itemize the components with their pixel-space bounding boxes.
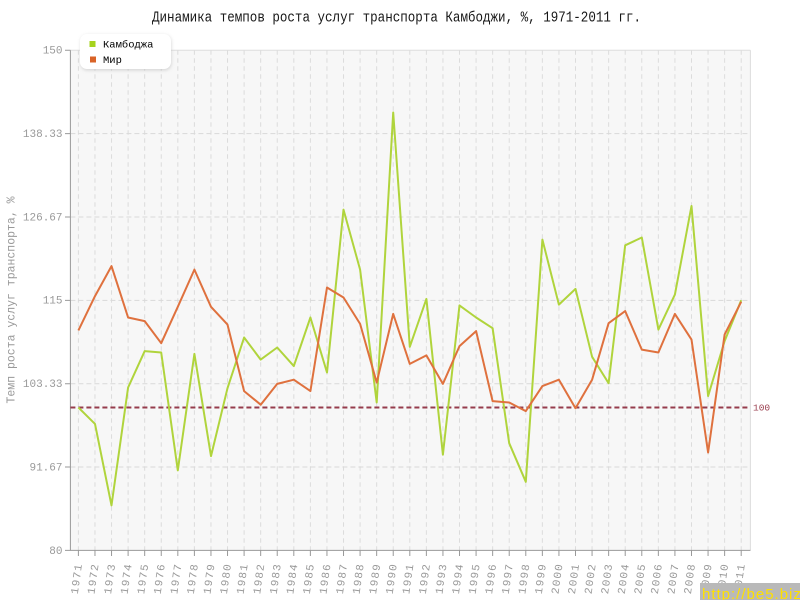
svg-text:2000: 2000 bbox=[550, 562, 566, 595]
svg-text:1987: 1987 bbox=[335, 562, 351, 595]
svg-text:1997: 1997 bbox=[501, 562, 517, 595]
svg-text:1990: 1990 bbox=[385, 562, 401, 595]
svg-text:Темп роста услуг транспорта, %: Темп роста услуг транспорта, % bbox=[6, 196, 19, 403]
svg-text:2004: 2004 bbox=[617, 562, 633, 595]
svg-text:1996: 1996 bbox=[484, 562, 500, 595]
svg-text:Мир: Мир bbox=[103, 55, 122, 67]
svg-text:1991: 1991 bbox=[401, 562, 417, 595]
svg-text:http://be5.biz/: http://be5.biz/ bbox=[702, 586, 800, 600]
svg-text:1999: 1999 bbox=[534, 562, 550, 595]
svg-text:1977: 1977 bbox=[169, 562, 185, 595]
svg-text:1993: 1993 bbox=[434, 562, 450, 595]
svg-text:Камбоджа: Камбоджа bbox=[103, 39, 153, 52]
svg-text:1973: 1973 bbox=[103, 562, 119, 595]
svg-text:115: 115 bbox=[43, 296, 63, 308]
svg-text:126.67: 126.67 bbox=[23, 212, 63, 224]
svg-text:2001: 2001 bbox=[567, 562, 583, 595]
svg-text:1976: 1976 bbox=[153, 562, 169, 595]
svg-text:1981: 1981 bbox=[236, 562, 252, 595]
svg-text:1983: 1983 bbox=[269, 562, 285, 595]
svg-text:2006: 2006 bbox=[650, 562, 666, 595]
svg-text:1988: 1988 bbox=[352, 562, 368, 595]
svg-text:1986: 1986 bbox=[318, 562, 334, 595]
svg-text:2007: 2007 bbox=[666, 562, 682, 595]
svg-text:91.67: 91.67 bbox=[29, 462, 62, 474]
svg-text:2008: 2008 bbox=[683, 562, 699, 595]
svg-text:1979: 1979 bbox=[202, 562, 218, 595]
svg-text:1982: 1982 bbox=[252, 562, 268, 595]
svg-text:1998: 1998 bbox=[517, 562, 533, 595]
svg-text:1980: 1980 bbox=[219, 562, 235, 595]
svg-text:1978: 1978 bbox=[186, 562, 202, 595]
svg-text:1995: 1995 bbox=[468, 562, 484, 595]
svg-text:1971: 1971 bbox=[70, 562, 86, 595]
svg-text:1972: 1972 bbox=[86, 562, 102, 595]
svg-text:1974: 1974 bbox=[120, 562, 136, 595]
svg-text:138.33: 138.33 bbox=[23, 129, 63, 141]
svg-text:150: 150 bbox=[43, 46, 63, 58]
svg-text:1994: 1994 bbox=[451, 562, 467, 595]
svg-text:80: 80 bbox=[49, 546, 62, 558]
svg-text:1975: 1975 bbox=[136, 562, 152, 595]
svg-text:1992: 1992 bbox=[418, 562, 434, 595]
svg-text:1989: 1989 bbox=[368, 562, 384, 595]
svg-text:2002: 2002 bbox=[584, 562, 600, 595]
svg-text:Динамика темпов роста услуг тр: Динамика темпов роста услуг транспорта К… bbox=[152, 10, 641, 27]
svg-text:2005: 2005 bbox=[633, 562, 649, 595]
svg-text:2003: 2003 bbox=[600, 562, 616, 595]
svg-text:1984: 1984 bbox=[285, 562, 301, 595]
svg-text:1985: 1985 bbox=[302, 562, 318, 595]
svg-text:100: 100 bbox=[753, 403, 770, 414]
svg-text:103.33: 103.33 bbox=[23, 379, 63, 391]
